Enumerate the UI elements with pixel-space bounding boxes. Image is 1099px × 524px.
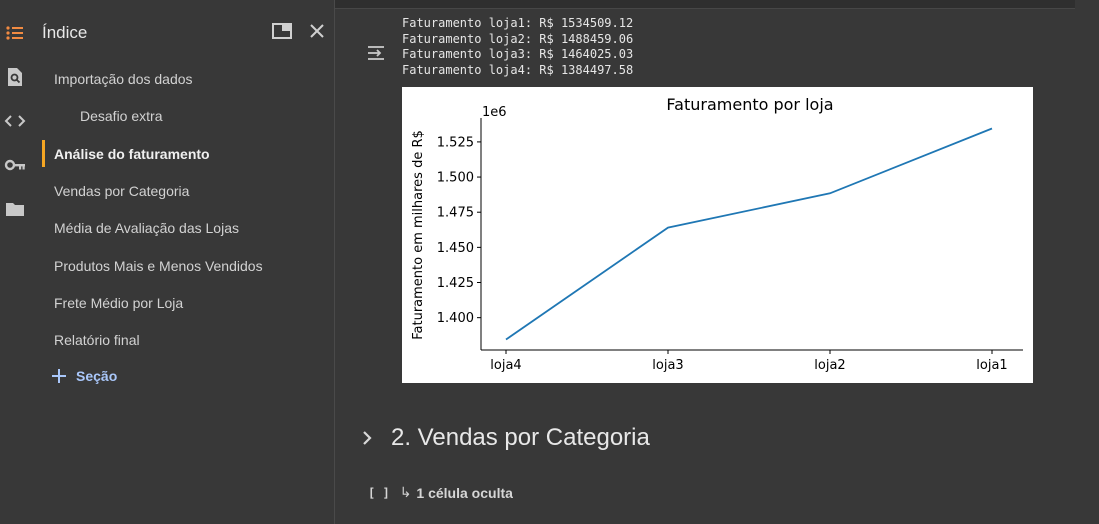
open-in-tab-icon[interactable]	[270, 20, 294, 42]
y-axis-label: Faturamento em milhares de R$	[411, 130, 426, 340]
toc-icon[interactable]	[3, 21, 27, 45]
toc-item-media-avaliacao[interactable]: Média de Avaliação das Lojas	[54, 220, 239, 236]
chart-title: Faturamento por loja	[666, 95, 833, 114]
search-icon[interactable]	[3, 65, 27, 89]
toc-item-analise-faturamento[interactable]: Análise do faturamento	[54, 146, 210, 162]
scrollbar[interactable]	[1075, 0, 1099, 524]
y-ticks: 1.400 1.425 1.450 1.475 1.500 1.525	[437, 135, 481, 326]
chart-series	[505, 127, 993, 341]
section-heading[interactable]: 2. Vendas por Categoria	[358, 423, 650, 453]
y-tick-label: 1.425	[437, 276, 474, 291]
toc-item-importacao[interactable]: Importação dos dados	[54, 71, 193, 87]
panel-title: Índice	[42, 23, 88, 42]
output-line: Faturamento loja3: R$ 1464025.03	[402, 47, 634, 61]
add-section-label: Seção	[76, 368, 118, 384]
toc-item-frete-medio[interactable]: Frete Médio por Loja	[54, 295, 184, 311]
y-tick-label: 1.500	[437, 171, 474, 186]
x-ticks: loja4 loja3 loja2 loja1	[490, 350, 1008, 373]
icon-rail	[0, 0, 30, 524]
cell-output-text: Faturamento loja1: R$ 1534509.12 Faturame…	[402, 16, 633, 78]
x-tick-label: loja4	[490, 358, 521, 373]
folder-icon[interactable]	[3, 197, 27, 221]
chart-svg: Faturamento por loja 1e6 Faturamento em …	[411, 95, 1023, 373]
toc-item-vendas-categoria[interactable]: Vendas por Categoria	[54, 183, 190, 199]
x-tick-label: loja2	[814, 358, 845, 373]
key-icon[interactable]	[3, 153, 27, 177]
section-heading-text: 2. Vendas por Categoria	[391, 424, 650, 451]
toc-item-desafio-extra[interactable]: Desafio extra	[80, 108, 163, 124]
output-toggle-icon[interactable]	[365, 42, 387, 64]
hidden-cells-label: 1 célula oculta	[416, 484, 513, 501]
output-line: Faturamento loja4: R$ 1384497.58	[402, 62, 634, 77]
hidden-cells-row[interactable]: [ ] ↳ 1 célula oculta	[368, 484, 513, 501]
chevron-right-icon[interactable]	[358, 423, 376, 453]
cell-bracket: [ ]	[368, 485, 390, 500]
series-line	[505, 127, 993, 341]
notebook-main: Faturamento loja1: R$ 1534509.12 Faturame…	[335, 0, 1099, 524]
y-tick-label: 1.525	[437, 135, 474, 150]
line-chart: Faturamento por loja 1e6 Faturamento em …	[402, 87, 1033, 383]
x-tick-label: loja1	[976, 358, 1007, 373]
plus-icon	[52, 369, 66, 383]
y-tick-label: 1.450	[437, 241, 474, 256]
panel-divider[interactable]	[334, 0, 335, 524]
toc-item-relatorio-final[interactable]: Relatório final	[54, 332, 140, 348]
cell-top-edge	[335, 0, 1075, 9]
close-icon[interactable]	[305, 20, 329, 42]
output-line: Faturamento loja1: R$ 1534509.12	[402, 16, 634, 30]
x-tick-label: loja3	[652, 358, 683, 373]
y-tick-label: 1.400	[437, 311, 474, 326]
y-offset-label: 1e6	[482, 105, 507, 120]
chart-axes	[480, 118, 1023, 351]
y-tick-label: 1.475	[437, 206, 474, 221]
table-of-contents-panel: Índice Importação dos dados Desafio extr…	[30, 0, 334, 524]
code-icon[interactable]	[3, 109, 27, 133]
toc-item-produtos[interactable]: Produtos Mais e Menos Vendidos	[54, 258, 263, 274]
return-arrow-icon: ↳	[399, 484, 412, 500]
active-indicator	[42, 140, 45, 167]
output-line: Faturamento loja2: R$ 1488459.06	[402, 31, 634, 46]
add-section-button[interactable]: Seção	[52, 368, 117, 384]
